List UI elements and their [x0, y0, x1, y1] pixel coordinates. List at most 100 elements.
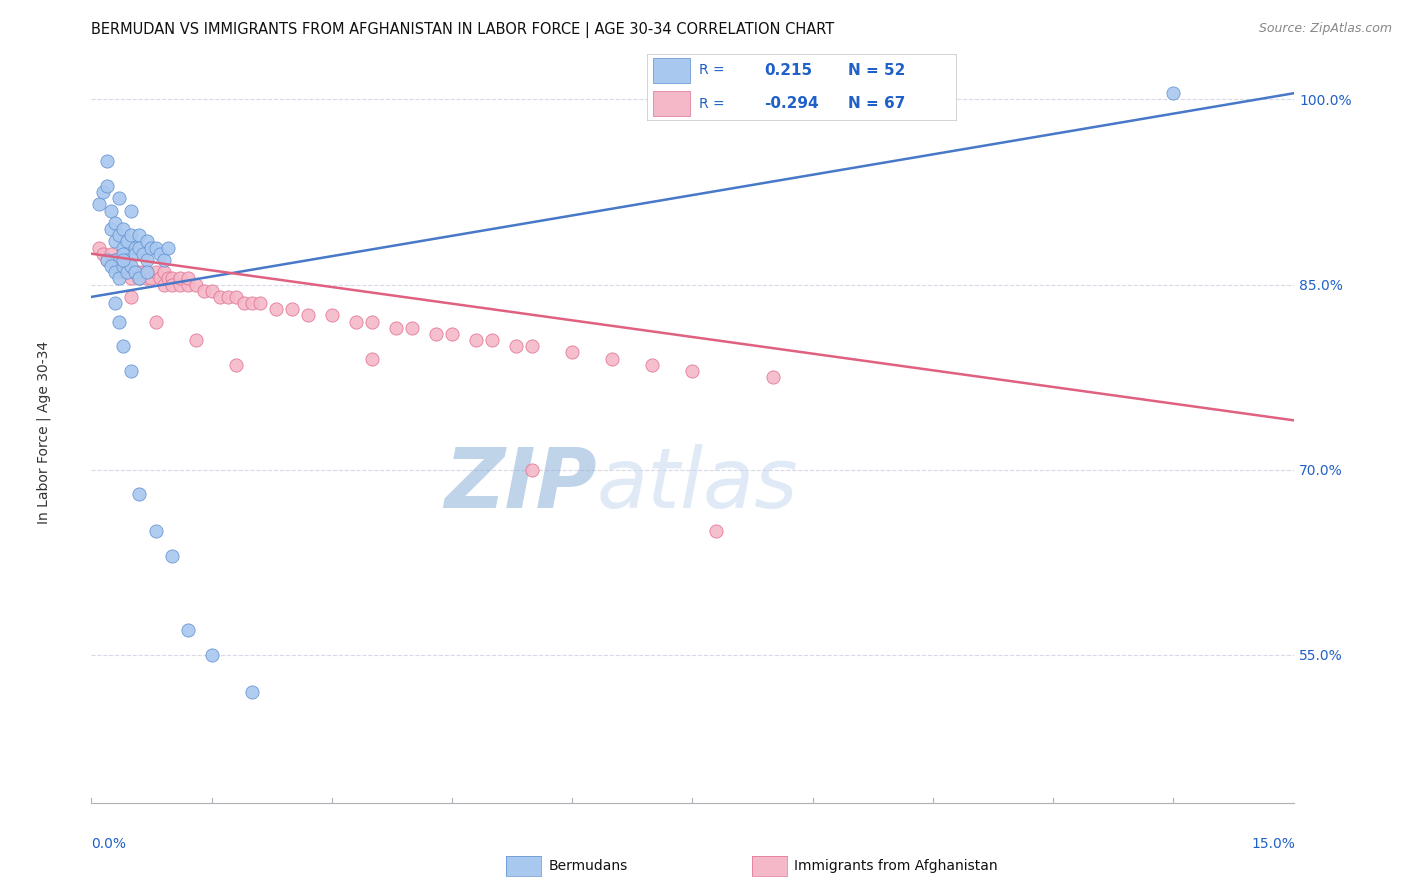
Text: N = 67: N = 67: [848, 96, 905, 112]
Point: [136, 235, 159, 249]
Point: [124, 246, 146, 260]
Text: R =: R =: [699, 96, 725, 111]
Text: R =: R =: [699, 63, 725, 78]
Point: [148, 246, 170, 260]
Point: [281, 302, 304, 317]
Point: [100, 259, 122, 273]
Point: [121, 259, 143, 273]
Point: [112, 246, 135, 260]
Point: [360, 315, 382, 329]
Point: [121, 364, 143, 378]
Text: Source: ZipAtlas.com: Source: ZipAtlas.com: [1258, 22, 1392, 36]
Point: [360, 351, 382, 366]
Point: [93, 246, 115, 260]
Point: [108, 315, 131, 329]
Point: [112, 252, 135, 267]
Point: [249, 296, 271, 310]
Point: [184, 277, 207, 292]
Point: [112, 222, 135, 236]
Point: [561, 345, 583, 359]
Point: [100, 246, 122, 260]
Point: [112, 265, 135, 279]
Point: [160, 549, 183, 563]
Point: [121, 265, 143, 279]
Point: [132, 246, 155, 260]
Point: [145, 315, 167, 329]
Point: [169, 277, 191, 292]
Point: [96, 154, 118, 169]
Point: [124, 241, 146, 255]
Point: [145, 265, 167, 279]
Point: [128, 271, 150, 285]
Point: [145, 524, 167, 539]
Bar: [652, 58, 690, 83]
Text: Bermudans: Bermudans: [548, 859, 627, 873]
Point: [128, 265, 150, 279]
Text: ZIP: ZIP: [444, 444, 596, 525]
Text: 15.0%: 15.0%: [1251, 837, 1295, 851]
Point: [112, 259, 135, 273]
Point: [117, 235, 139, 249]
Text: N = 52: N = 52: [848, 62, 905, 78]
Point: [208, 290, 231, 304]
Point: [401, 320, 423, 334]
Point: [117, 259, 139, 273]
Point: [641, 358, 664, 372]
Point: [520, 463, 543, 477]
Point: [184, 333, 207, 347]
Point: [93, 185, 115, 199]
Point: [124, 265, 146, 279]
Text: In Labor Force | Age 30-34: In Labor Force | Age 30-34: [37, 341, 51, 524]
Point: [108, 259, 131, 273]
Point: [344, 315, 367, 329]
Point: [100, 203, 122, 218]
Point: [141, 241, 163, 255]
Point: [441, 326, 464, 341]
Point: [225, 358, 247, 372]
Point: [89, 197, 111, 211]
Point: [505, 339, 527, 353]
Point: [136, 265, 159, 279]
Point: [176, 623, 198, 637]
Point: [128, 271, 150, 285]
Point: [706, 524, 728, 539]
Point: [132, 265, 155, 279]
Point: [136, 252, 159, 267]
Point: [124, 265, 146, 279]
Point: [128, 241, 150, 255]
Point: [160, 277, 183, 292]
Point: [104, 296, 127, 310]
Point: [117, 265, 139, 279]
Point: [520, 339, 543, 353]
Point: [201, 648, 224, 662]
Point: [152, 265, 174, 279]
Point: [681, 364, 703, 378]
Point: [465, 333, 488, 347]
Point: [176, 277, 198, 292]
Point: [128, 228, 150, 243]
Point: [762, 370, 785, 384]
Point: [201, 284, 224, 298]
Point: [385, 320, 408, 334]
Text: 0.215: 0.215: [765, 62, 813, 78]
Point: [152, 277, 174, 292]
Point: [121, 271, 143, 285]
Point: [225, 290, 247, 304]
Point: [104, 259, 127, 273]
Point: [136, 271, 159, 285]
Point: [96, 252, 118, 267]
Point: [121, 290, 143, 304]
Point: [96, 178, 118, 193]
Point: [128, 487, 150, 501]
Text: -0.294: -0.294: [765, 96, 818, 112]
Point: [193, 284, 215, 298]
Point: [321, 309, 343, 323]
Point: [121, 203, 143, 218]
Point: [152, 252, 174, 267]
Text: 0.0%: 0.0%: [91, 837, 127, 851]
Point: [136, 265, 159, 279]
Point: [481, 333, 503, 347]
Point: [104, 252, 127, 267]
Point: [121, 228, 143, 243]
Point: [108, 271, 131, 285]
